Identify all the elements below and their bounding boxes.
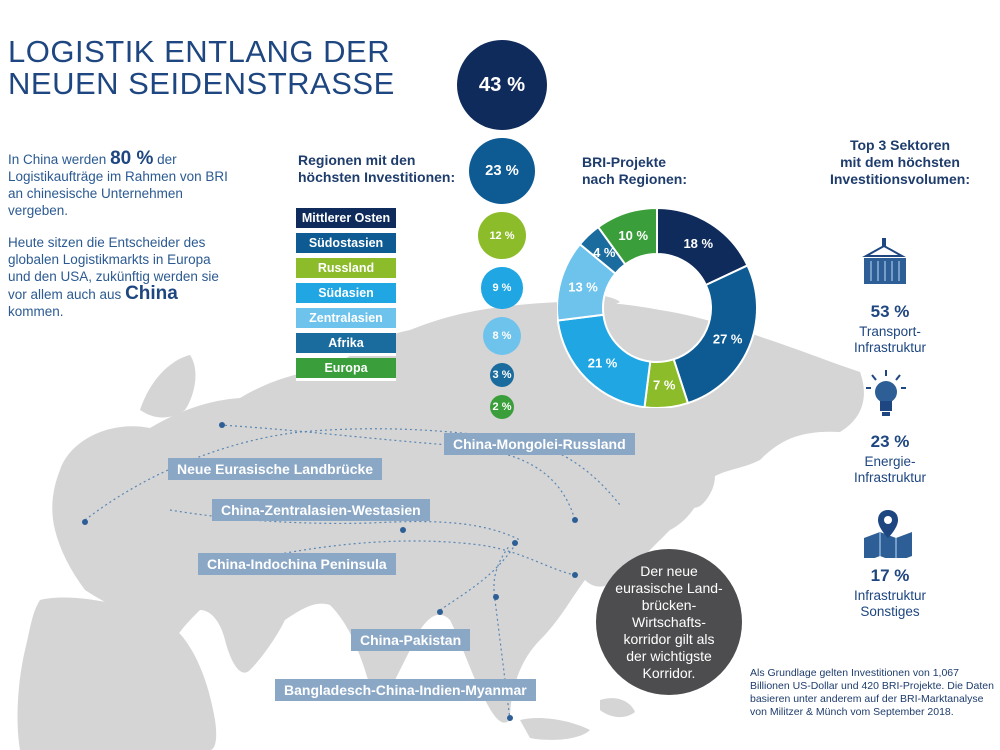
title-line-1: LOGISTIK ENTLANG DER: [8, 34, 391, 69]
sector-1-label-line-1: Transport-: [859, 324, 921, 339]
regions-heading-line-2: höchsten Investitionen:: [298, 169, 456, 185]
donut-label: 7 %: [653, 378, 676, 393]
legend-item: Südostasien: [296, 233, 396, 256]
donut-slice: [672, 264, 757, 405]
investment-bubble: 9 %: [481, 267, 523, 309]
sectors-heading-line-1: Top 3 Sektoren: [849, 137, 951, 153]
projects-heading-line-1: BRI-Projekte: [582, 154, 667, 170]
legend-item: Zentralasien: [296, 308, 396, 331]
corridor-label-china-pakistan: China-Pakistan: [351, 629, 471, 651]
projects-donut-chart: 18 % 27 % 7 % 21 % 13 % 4 %10 %: [557, 208, 757, 408]
projects-heading: BRI-Projekte nach Regionen:: [582, 154, 687, 188]
sector-2-value: 23 %: [870, 432, 910, 451]
intro-p2-post: kommen.: [8, 304, 64, 319]
corridor-label-bangladesch-china-indien-myanmar: Bangladesch-China-Indien-Myanmar: [275, 679, 536, 701]
sector-1-label: Transport- Infrastruktur: [820, 324, 960, 356]
sector-3-label-line-1: Infrastruktur: [853, 588, 927, 603]
investment-bubble: 2 %: [490, 395, 514, 420]
sectors-heading-line-2: mit dem höchsten: [840, 154, 960, 170]
intro-p1-value: 80 %: [110, 148, 154, 169]
sectors-heading-line-3: Investitionsvolumen:: [829, 171, 971, 187]
intro-p2-value: China: [125, 283, 178, 304]
sector-3-value: 17 %: [870, 566, 910, 585]
map-pin-icon: [864, 510, 912, 558]
corridor-label-eurasische-landbruecke: Neue Eurasische Landbrücke: [168, 458, 383, 480]
source-note: Als Grundlage gelten Investitionen von 1…: [750, 667, 994, 718]
investment-bubble: 43 %: [457, 40, 547, 130]
donut-label: 4 %: [593, 245, 616, 260]
donut-label: 13 %: [568, 280, 598, 295]
callout-text: Der neue eurasische Land-brücken-Wirtsch…: [615, 562, 723, 681]
investment-bubble: 3 %: [490, 363, 514, 388]
donut-slice: [596, 208, 658, 266]
legend-item: Afrika: [296, 333, 396, 356]
donut-label: 10 %: [618, 228, 648, 243]
investment-bubble: 8 %: [482, 316, 522, 356]
sector-1-value: 53 %: [870, 302, 910, 321]
intro-text: In China werden 80 % der Logistikaufträg…: [8, 148, 228, 320]
projects-heading-line-2: nach Regionen:: [582, 171, 688, 187]
investment-bubble: 23 %: [469, 138, 535, 204]
regions-heading: Regionen mit den höchsten Investitionen:: [298, 152, 455, 186]
legend-item: Südasien: [296, 283, 396, 306]
legend-item: Mittlerer Osten: [296, 208, 396, 231]
investment-bubble: 12 %: [478, 211, 526, 260]
sector-1-label-line-2: Infrastruktur: [853, 340, 927, 355]
sector-2-label-line-1: Energie-: [864, 454, 916, 469]
sector-2-label: Energie- Infrastruktur: [820, 454, 960, 486]
title-line-2: NEUEN SEIDENSTRASSE: [8, 66, 395, 101]
container-crane-icon: [862, 238, 906, 284]
donut-label: 21 %: [588, 355, 618, 370]
page-title: LOGISTIK ENTLANG DER NEUEN SEIDENSTRASSE: [8, 36, 395, 100]
intro-p1-post: der Logistikaufträge im Rahmen von BRI a…: [8, 152, 228, 218]
sectors-heading: Top 3 Sektoren mit dem höchsten Investit…: [820, 137, 980, 188]
corridor-label-china-indochina: China-Indochina Peninsula: [198, 553, 396, 575]
legend-item: Europa: [296, 358, 396, 381]
regions-heading-line-1: Regionen mit den: [298, 152, 416, 168]
sector-3-label: Infrastruktur Sonstiges: [820, 588, 960, 620]
legend-item: Russland: [296, 258, 396, 281]
corridor-label-china-mongolei-russland: China-Mongolei-Russland: [444, 433, 635, 455]
sector-3-label-line-2: Sonstiges: [860, 604, 920, 619]
donut-label: 18 %: [683, 236, 713, 251]
callout-circle: Der neue eurasische Land-brücken-Wirtsch…: [596, 549, 742, 695]
donut-label: 27 %: [713, 332, 743, 347]
intro-p2-pre: Heute sitzen die Entscheider des globale…: [8, 235, 219, 302]
lightbulb-icon: [866, 370, 906, 416]
corridor-label-china-zentralasien-westasien: China-Zentralasien-Westasien: [212, 499, 430, 521]
intro-p1-pre: In China werden: [8, 152, 107, 167]
sector-2-label-line-2: Infrastruktur: [853, 470, 927, 485]
